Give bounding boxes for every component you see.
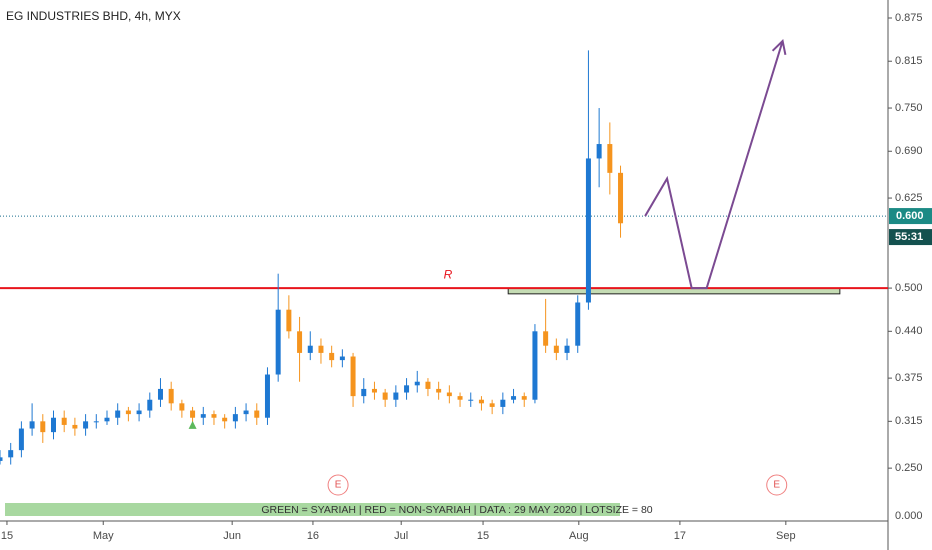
candle-body — [125, 410, 131, 415]
candle-body — [585, 158, 591, 303]
y-tick-label: 0.315 — [895, 415, 923, 427]
y-tick-label: 0.750 — [895, 102, 923, 114]
candle-body — [157, 388, 163, 400]
y-tick-label: 0.250 — [895, 462, 923, 474]
last-price-tag-label: 0.600 — [896, 210, 924, 222]
candle-body — [232, 414, 238, 422]
candle-body — [425, 381, 431, 389]
candle-body — [72, 424, 78, 429]
y-tick-label: 0.815 — [895, 55, 923, 67]
x-tick-label: 17 — [674, 530, 686, 542]
signal-marker — [188, 420, 197, 429]
banner-text: GREEN = SYARIAH | RED = NON-SYARIAH | DA… — [261, 504, 652, 516]
candle-body — [254, 410, 260, 418]
y-tick-label: 0.375 — [895, 372, 923, 384]
candle-body — [521, 396, 527, 400]
candle-body — [40, 421, 46, 433]
x-tick-label: Jul — [394, 530, 408, 542]
candle-body — [179, 403, 185, 411]
candle-body — [115, 410, 121, 418]
candle-body — [147, 399, 153, 411]
candle-body — [104, 417, 110, 422]
resistance-label: R — [444, 267, 453, 281]
y-tick-label: 0.000 — [895, 510, 923, 522]
candle-body — [93, 421, 99, 423]
candle-body — [532, 331, 538, 400]
earnings-marker — [766, 474, 788, 496]
projection-arrowhead — [771, 39, 787, 55]
candle-body — [457, 396, 463, 400]
candle-body — [200, 414, 206, 418]
candle-body — [275, 309, 281, 375]
candle-body — [553, 345, 559, 353]
candle-body — [543, 331, 549, 346]
y-tick-label: 0.875 — [895, 12, 923, 24]
y-tick-label: 0.500 — [895, 282, 923, 294]
candle-body — [564, 345, 570, 353]
x-tick-label: Aug — [569, 530, 589, 542]
candle-body — [596, 144, 602, 159]
banner-bg — [5, 503, 620, 516]
earnings-label: E — [335, 480, 342, 491]
candle-body — [500, 399, 506, 407]
candle-body — [371, 388, 377, 393]
earnings-marker — [327, 474, 349, 496]
candle-body — [436, 388, 442, 393]
candle-body — [297, 331, 303, 353]
candle-body — [575, 302, 581, 346]
y-tick-label: 0.440 — [895, 325, 923, 337]
candle-body — [286, 309, 292, 332]
x-tick-label: Jun — [223, 530, 241, 542]
x-tick-label: 16 — [307, 530, 319, 542]
candle-body — [8, 450, 14, 458]
chart-title: EG INDUSTRIES BHD, 4h, MYX — [6, 9, 181, 23]
candle-body — [361, 388, 367, 397]
candle-body — [607, 144, 613, 173]
candle-body — [83, 421, 89, 429]
x-tick-label: May — [93, 530, 114, 542]
candle-body — [339, 356, 345, 361]
candle-body — [0, 457, 3, 461]
candle-body — [264, 374, 270, 418]
candle-body — [511, 396, 517, 400]
candle-body — [329, 352, 335, 361]
x-tick-label: 15 — [1, 530, 13, 542]
x-tick-label: 15 — [477, 530, 489, 542]
candle-body — [618, 172, 624, 224]
candle-body — [18, 428, 24, 451]
x-tick-label: Sep — [776, 530, 796, 542]
candle-body — [318, 345, 324, 353]
candle-body — [489, 403, 495, 407]
candle-body — [29, 421, 35, 429]
candle-body — [307, 345, 313, 353]
candle-body — [168, 388, 174, 404]
y-tick-label: 0.625 — [895, 192, 923, 204]
y-tick-label: 0.690 — [895, 145, 923, 157]
candle-body — [393, 392, 399, 400]
candle-body — [136, 410, 142, 415]
candle-body — [190, 410, 196, 418]
candle-body — [222, 417, 228, 422]
earnings-label: E — [773, 480, 780, 491]
candle-body — [414, 381, 420, 386]
last-price-tag — [889, 208, 932, 225]
countdown-label: 55:31 — [895, 231, 923, 243]
projection-path — [644, 40, 784, 290]
candle-body — [350, 356, 356, 397]
candle-body — [382, 392, 388, 400]
candle-body — [243, 410, 249, 415]
countdown-tag — [889, 229, 932, 246]
candle-body — [211, 414, 217, 418]
candle-body — [446, 392, 452, 397]
candle-body — [61, 417, 67, 425]
candle-body — [404, 385, 410, 393]
candle-body — [468, 399, 474, 401]
candle-body — [50, 417, 56, 433]
candle-body — [478, 399, 484, 404]
